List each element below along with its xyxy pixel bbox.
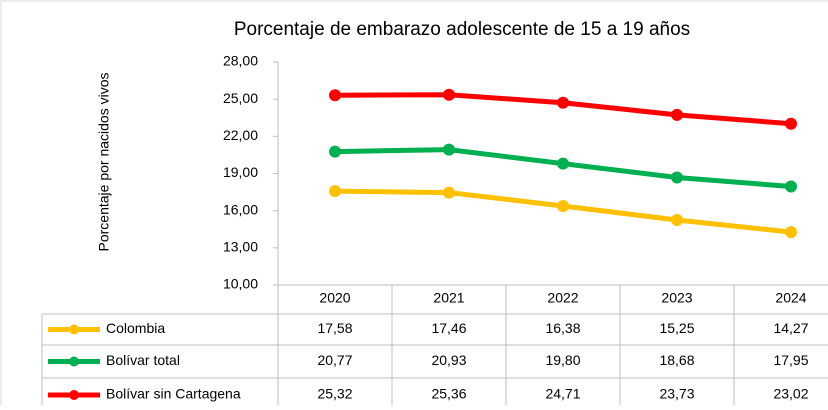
- y-tick-label: 28,00: [223, 53, 258, 69]
- table-value: 25,36: [431, 386, 466, 402]
- data-point: [329, 89, 341, 102]
- legend-key-marker: [69, 356, 79, 367]
- table-value: 17,58: [317, 320, 352, 336]
- table-value: 20,93: [431, 352, 466, 368]
- legend-key-marker: [69, 324, 79, 335]
- x-tick-label: 2023: [661, 290, 692, 306]
- y-tick-label: 10,00: [223, 276, 258, 292]
- x-tick-label: 2020: [319, 290, 350, 306]
- y-tick-label: 16,00: [223, 201, 258, 217]
- data-point: [557, 157, 569, 170]
- table-value: 16,38: [545, 320, 580, 336]
- x-tick-label: 2021: [433, 290, 464, 306]
- y-axis-label: Porcentaje por nacidos vivos: [96, 73, 112, 252]
- table-value: 14,27: [773, 320, 808, 336]
- data-point: [671, 108, 683, 121]
- table-value: 23,73: [659, 386, 694, 402]
- table-value: 23,02: [773, 386, 808, 402]
- data-point: [557, 199, 569, 212]
- x-tick-label: 2022: [547, 290, 578, 306]
- y-tick-label: 22,00: [223, 127, 258, 143]
- y-tick-label: 25,00: [223, 90, 258, 106]
- legend-label: Bolívar sin Cartagena: [106, 386, 241, 402]
- data-point: [443, 88, 455, 101]
- data-point: [785, 117, 797, 130]
- data-point: [785, 226, 797, 239]
- table-value: 25,32: [317, 386, 352, 402]
- data-point: [557, 96, 569, 109]
- data-point: [443, 143, 455, 156]
- data-point: [329, 185, 341, 198]
- table-value: 15,25: [659, 320, 694, 336]
- data-point: [671, 213, 683, 226]
- data-point: [671, 171, 683, 184]
- data-point: [785, 180, 797, 193]
- data-point: [329, 145, 341, 158]
- legend-label: Bolívar total: [106, 352, 180, 368]
- table-value: 24,71: [545, 386, 580, 402]
- data-point: [443, 186, 455, 199]
- chart-title: Porcentaje de embarazo adolescente de 15…: [234, 19, 690, 40]
- table-value: 20,77: [317, 352, 352, 368]
- table-value: 19,80: [545, 352, 580, 368]
- table-value: 17,46: [431, 320, 466, 336]
- y-tick-label: 19,00: [223, 164, 258, 180]
- x-tick-label: 2024: [775, 290, 806, 306]
- y-tick-label: 13,00: [223, 239, 258, 255]
- table-value: 17,95: [773, 352, 808, 368]
- table-value: 18,68: [659, 352, 694, 368]
- legend-label: Colombia: [106, 320, 165, 336]
- legend-key-marker: [69, 390, 79, 400]
